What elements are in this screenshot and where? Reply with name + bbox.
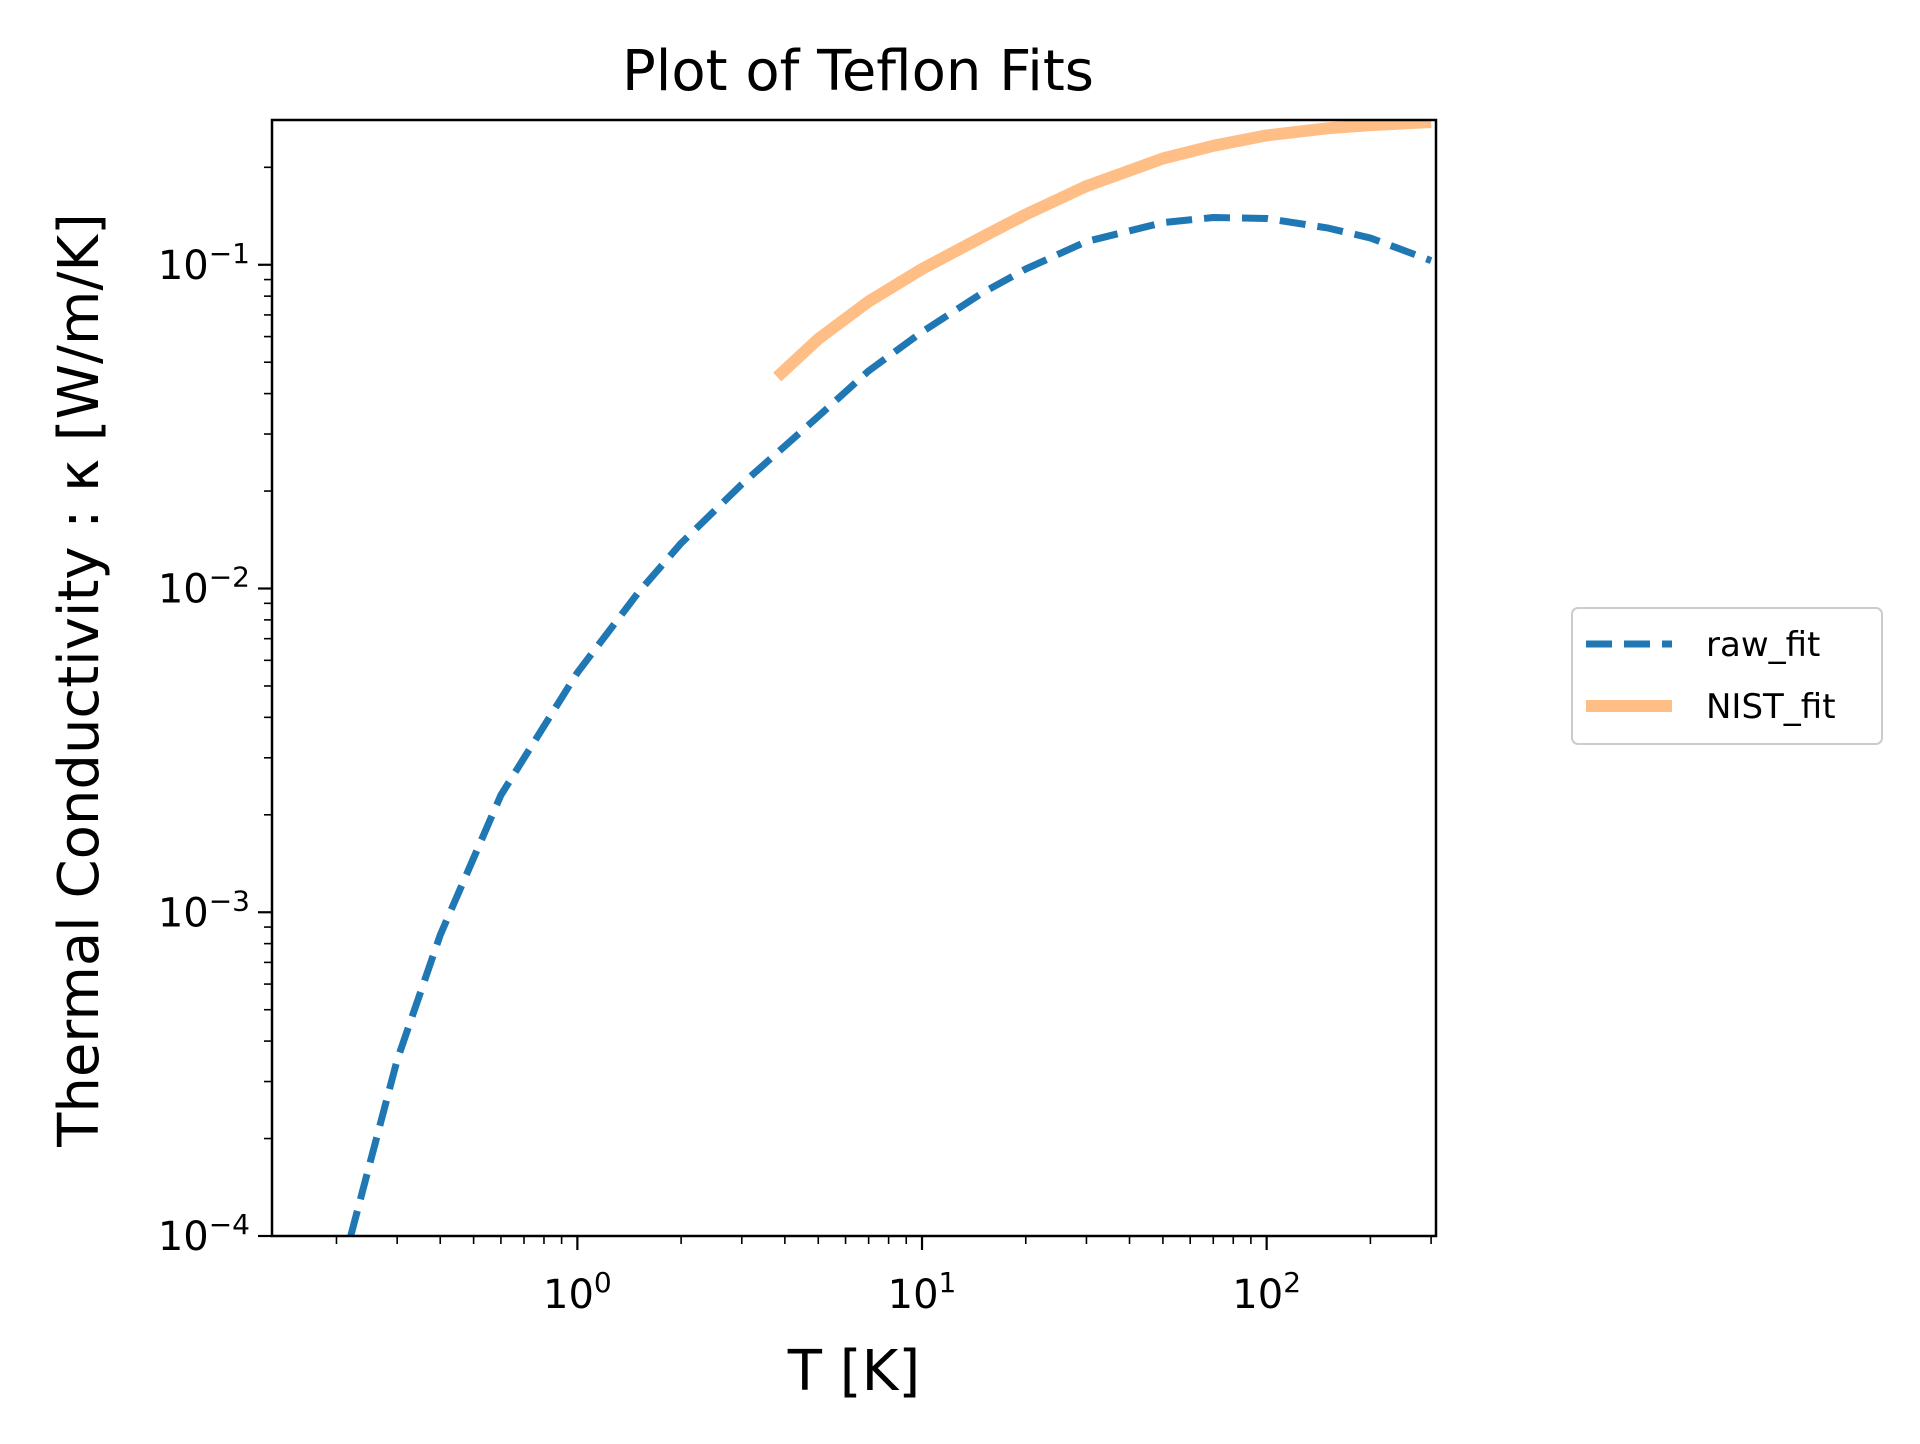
y-tick-label: 10−3 bbox=[158, 884, 250, 936]
plot-background bbox=[272, 120, 1436, 1236]
series-line-raw-fit bbox=[347, 214, 1433, 1236]
series-layer bbox=[347, 120, 1433, 1236]
y-tick-label: 10−1 bbox=[158, 237, 250, 289]
plot-frame bbox=[270, 118, 1438, 1238]
chart-title: Plot of Teflon Fits bbox=[622, 39, 1094, 104]
legend-label-NIST-fit: NIST_fit bbox=[1706, 687, 1836, 727]
y-axis-label: Thermal Conductivity : κ [W/m/K] bbox=[47, 213, 112, 1148]
x-tick-label: 102 bbox=[1232, 1266, 1301, 1318]
y-tick-label: 10−2 bbox=[158, 561, 250, 613]
plot-area bbox=[272, 120, 1436, 1236]
axis-ticks: 100 101 102 10−4 10−3 10−2 10−1 bbox=[158, 166, 1432, 1318]
legend-label-raw-fit: raw_fit bbox=[1706, 625, 1820, 665]
x-tick-label: 101 bbox=[888, 1266, 957, 1318]
series-line-NIST-fit bbox=[773, 120, 1432, 382]
x-axis-label: T [K] bbox=[787, 1339, 920, 1404]
legend: raw_fit NIST_fit bbox=[1571, 607, 1883, 745]
x-tick-label: 100 bbox=[543, 1266, 612, 1318]
y-tick-label: 10−4 bbox=[158, 1208, 250, 1260]
